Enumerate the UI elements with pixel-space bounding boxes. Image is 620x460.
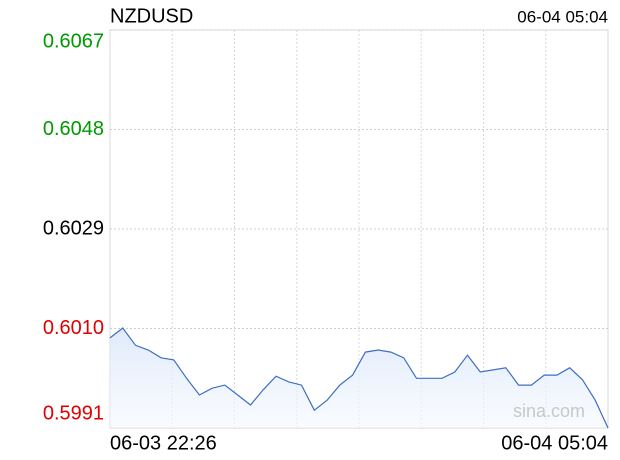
y-tick-label: 0.6067 [43, 30, 104, 52]
timestamp: 06-04 05:04 [517, 7, 608, 26]
y-tick-label: 0.6029 [43, 217, 104, 239]
x-tick-label: 06-03 22:26 [110, 432, 217, 454]
price-area [110, 328, 608, 428]
price-line [109, 327, 609, 429]
x-tick-label: 06-04 05:04 [501, 432, 608, 454]
chart-title: NZDUSD [110, 5, 193, 27]
y-tick-label: 0.6048 [43, 118, 104, 140]
y-tick-label: 0.5991 [43, 402, 104, 424]
watermark: sina.com [513, 401, 585, 421]
y-tick-label: 0.6010 [43, 317, 104, 339]
